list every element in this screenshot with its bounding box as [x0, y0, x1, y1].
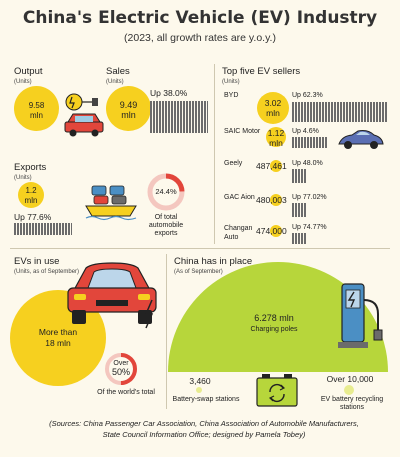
recycle-value: Over 10,000	[326, 374, 374, 384]
seller-growth-geely: Up 48.0%	[292, 160, 323, 167]
seller-growth-changan: Up 74.77%	[292, 224, 327, 231]
exports-share-label-3: exports	[154, 230, 178, 237]
seller-name-changan: Changan Auto	[224, 224, 252, 242]
seller-value-saic-1: 1.12	[267, 128, 285, 138]
charging-poles-value: 6.278 mln	[254, 313, 294, 323]
seller-name-saic: SAIC Motor	[224, 128, 261, 135]
exports-header: Exports	[14, 162, 47, 173]
exports-pixel-bar	[14, 223, 72, 235]
world-share-label: Of the world's total	[97, 389, 155, 396]
top-sellers-header: Top five EV sellers	[222, 66, 301, 77]
sports-car-icon	[338, 130, 384, 149]
seller-value-byd-1: 3.02	[264, 98, 282, 108]
evs-in-use-value: More than 18 mln	[10, 327, 106, 349]
battery-swap-value: 3,460	[189, 376, 211, 386]
seller-name-byd: BYD	[224, 92, 239, 99]
world-share-value-1: Over	[113, 360, 129, 367]
recycle-label-1: EV battery recycling	[320, 396, 384, 403]
sales-circle	[106, 86, 151, 131]
output-header: Output	[14, 66, 43, 77]
seller-circle-saic	[266, 127, 286, 147]
seller-bar-gac	[292, 203, 307, 217]
world-share-value: Over 50%	[104, 359, 138, 377]
seller-circle-changan	[270, 225, 282, 237]
battery-swap-circle	[196, 387, 202, 393]
sales-growth: Up 38.0%	[150, 88, 188, 98]
seller-circle-byd	[257, 92, 289, 124]
output-unit: mln	[30, 111, 43, 120]
exports-share-label-1: Of total	[154, 214, 178, 221]
sales-pixel-bar	[150, 101, 208, 133]
exports-growth: Up 77.6%	[14, 212, 52, 222]
sales-header: Sales	[106, 66, 130, 77]
seller-growth-byd: Up 62.3%	[292, 92, 323, 99]
sales-units: (Units)	[106, 79, 124, 85]
sales-value: 9.49 mln	[106, 100, 151, 120]
seller-growth-gac: Up 77.02%	[292, 194, 327, 201]
vertical-divider	[214, 64, 215, 244]
china-has-units: (As of September)	[174, 269, 223, 275]
exports-share-label-2: automobile	[148, 222, 184, 229]
charging-poles-label: Charging poles	[250, 326, 298, 333]
output-number: 9.58	[28, 101, 45, 110]
exports-unit: mln	[24, 196, 38, 205]
exports-number: 1.2	[25, 186, 37, 195]
source-note: (Sources: China Passenger Car Associatio…	[14, 418, 394, 440]
seller-name-geely: Geely	[224, 160, 243, 167]
lower-vertical-divider	[166, 254, 167, 409]
page-subtitle: (2023, all growth rates are y.o.y.)	[124, 32, 276, 44]
output-units: (Units)	[14, 79, 32, 85]
red-car-icon	[67, 262, 157, 329]
world-share-value-2: 50%	[111, 367, 130, 377]
charging-station-icon	[338, 283, 383, 348]
recycle-label: EV battery recycling stations	[310, 396, 394, 412]
seller-bar-geely	[292, 169, 307, 183]
seller-bar-byd	[292, 102, 388, 122]
seller-value-byd-2: mln	[266, 108, 280, 118]
output-value: 9.58 mln	[14, 101, 59, 121]
page-title: China's Electric Vehicle (EV) Industry	[22, 8, 378, 28]
world-share-donut	[105, 353, 137, 385]
seller-value-saic-2: mln	[269, 138, 283, 148]
source-line-2: State Council Information Office; design…	[102, 430, 306, 439]
sales-number: 9.49	[119, 100, 138, 110]
china-has-header: China has in place	[174, 256, 253, 267]
evs-in-use-header: EVs in use	[14, 256, 60, 267]
evs-in-use-value-2: 18 mln	[45, 338, 71, 348]
seller-name-changan-1: Changan	[224, 225, 253, 232]
seller-value-geely: 487,461	[256, 161, 287, 171]
sales-unit: mln	[121, 110, 136, 120]
source-line-1: (Sources: China Passenger Car Associatio…	[49, 419, 359, 428]
seller-value-changan: 474,000	[256, 226, 287, 236]
seller-bar-changan	[292, 233, 307, 244]
evs-in-use-units: (Units, as of September)	[14, 269, 80, 275]
cargo-ship-icon	[85, 185, 137, 221]
exports-share-label: Of total automobile exports	[134, 214, 198, 238]
exports-units: (Units)	[14, 175, 32, 181]
exports-share-value: 24.4%	[155, 187, 177, 196]
horizontal-divider	[10, 248, 390, 249]
seller-value-saic: 1.12 mln	[262, 128, 290, 148]
battery-recycle-icon	[256, 374, 298, 407]
top-sellers-units: (Units)	[222, 79, 240, 85]
exports-value: 1.2 mln	[14, 186, 48, 206]
seller-value-gac: 480,003	[256, 195, 287, 205]
seller-name-changan-2: Auto	[224, 234, 239, 241]
output-circle	[14, 86, 59, 131]
exports-share-donut	[147, 173, 185, 211]
seller-circle-gac	[270, 194, 282, 206]
battery-swap-label: Battery-swap stations	[172, 396, 240, 403]
seller-circle-geely	[270, 160, 282, 172]
seller-bar-saic	[292, 137, 328, 148]
seller-value-byd: 3.02 mln	[257, 98, 289, 118]
exports-circle	[18, 182, 44, 208]
recycle-circle	[344, 385, 354, 395]
recycle-label-2: stations	[339, 404, 365, 411]
seller-growth-saic: Up 4.6%	[292, 128, 319, 135]
seller-name-gac: GAC Aion	[224, 194, 255, 201]
charging-car-icon	[64, 93, 104, 137]
evs-in-use-value-1: More than	[38, 327, 78, 337]
